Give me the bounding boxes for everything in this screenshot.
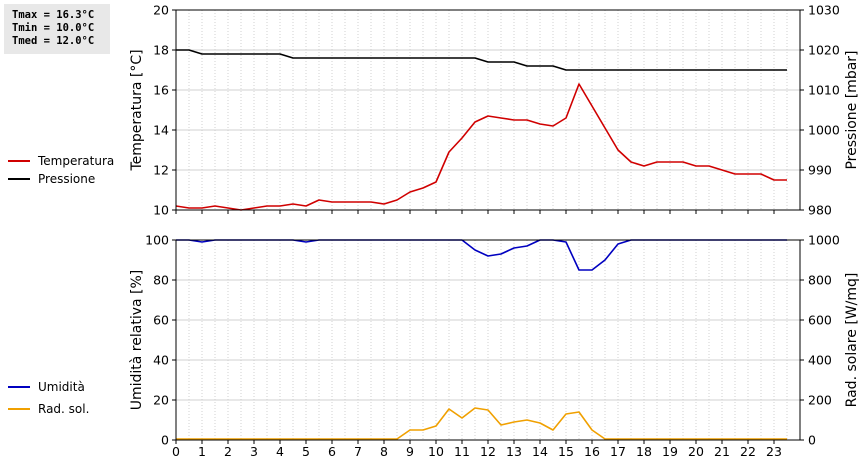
left-tick-label: 20	[153, 393, 169, 408]
x-tick-label: 22	[740, 444, 756, 459]
panel-1	[8, 9, 804, 214]
x-tick-label: 9	[406, 444, 414, 459]
x-tick-label: 7	[354, 444, 362, 459]
panel-2	[8, 239, 804, 444]
x-tick-label: 4	[276, 444, 284, 459]
x-tick-label: 19	[662, 444, 678, 459]
x-tick-label: 15	[558, 444, 574, 459]
left-axis-title: Umidità relativa [%]	[129, 270, 145, 411]
right-tick-label: 400	[808, 353, 832, 368]
right-tick-label: 600	[808, 313, 832, 328]
stat-tmed: Tmed = 12.0°C	[12, 35, 95, 47]
x-tick-label: 12	[480, 444, 496, 459]
right-tick-label: 1020	[808, 43, 840, 58]
x-tick-label: 11	[454, 444, 470, 459]
right-tick-label: 1030	[808, 3, 840, 18]
left-tick-label: 18	[153, 43, 169, 58]
x-tick-label: 5	[302, 444, 310, 459]
x-tick-label: 0	[172, 444, 180, 459]
legend-label: Pressione	[38, 172, 95, 186]
x-tick-label: 6	[328, 444, 336, 459]
right-tick-label: 200	[808, 393, 832, 408]
right-tick-label: 980	[808, 203, 832, 218]
series-line-2-1	[176, 239, 787, 271]
left-tick-label: 10	[153, 203, 169, 218]
series-line-1-2	[176, 49, 787, 71]
right-axis-title: Rad. solare [W/mq]	[844, 273, 860, 408]
legend-label: Umidità	[38, 380, 85, 394]
x-tick-label: 8	[380, 444, 388, 459]
left-axis-title: Temperatura [°C]	[129, 49, 145, 171]
x-tick-label: 13	[506, 444, 522, 459]
left-tick-label: 14	[153, 123, 169, 138]
left-tick-label: 12	[153, 163, 169, 178]
x-tick-label: 21	[714, 444, 730, 459]
series-line-1-1	[175, 83, 787, 211]
x-tick-label: 1	[198, 444, 206, 459]
stat-tmax: Tmax = 16.3°C	[12, 9, 95, 21]
x-tick-label: 14	[532, 444, 548, 459]
left-tick-label: 16	[153, 83, 169, 98]
right-tick-label: 1000	[808, 123, 840, 138]
x-tick-label: 3	[250, 444, 258, 459]
x-tick-label: 23	[766, 444, 782, 459]
left-tick-label: 40	[153, 353, 169, 368]
left-tick-label: 100	[145, 233, 169, 248]
x-tick-label: 16	[584, 444, 600, 459]
left-tick-label: 0	[161, 433, 169, 448]
right-axis-title: Pressione [mbar]	[844, 50, 860, 169]
right-tick-label: 800	[808, 273, 832, 288]
right-tick-label: 990	[808, 163, 832, 178]
x-tick-label: 20	[688, 444, 704, 459]
left-tick-label: 20	[153, 3, 169, 18]
left-tick-label: 60	[153, 313, 169, 328]
right-tick-label: 1010	[808, 83, 840, 98]
stats-box: Tmax = 16.3°C Tmin = 10.0°C Tmed = 12.0°…	[4, 4, 110, 54]
legend-label: Rad. sol.	[38, 402, 89, 416]
left-tick-label: 80	[153, 273, 169, 288]
x-tick-label: 2	[224, 444, 232, 459]
x-tick-label: 18	[636, 444, 652, 459]
right-tick-label: 1000	[808, 233, 840, 248]
legend-label: Temperatura	[37, 154, 114, 168]
x-tick-label: 10	[428, 444, 444, 459]
x-tick-label: 17	[610, 444, 626, 459]
right-tick-label: 0	[808, 433, 816, 448]
stat-tmin: Tmin = 10.0°C	[12, 22, 95, 34]
series-line-2-2	[176, 407, 787, 440]
